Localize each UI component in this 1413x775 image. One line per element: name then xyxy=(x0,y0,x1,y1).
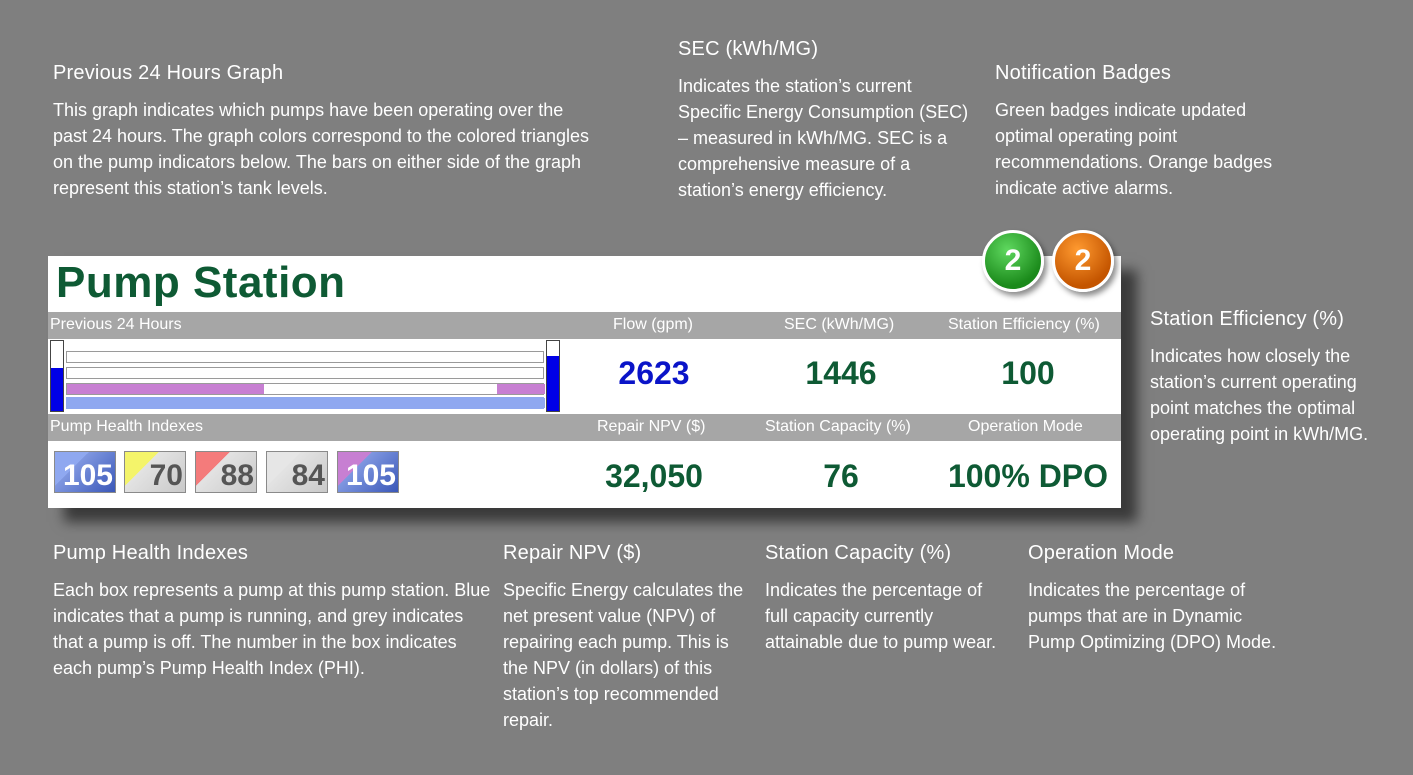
alarm-badge-count: 2 xyxy=(1074,244,1092,277)
pump-health-box[interactable]: 70 xyxy=(124,451,186,493)
pump-health-index: 84 xyxy=(291,459,325,492)
note-badges-text: Green badges indicate updated optimal op… xyxy=(995,100,1273,198)
note-badges-title: Notification Badges xyxy=(995,62,1172,84)
header-flow: Flow (gpm) xyxy=(613,316,694,333)
alarm-badge[interactable]: 2 xyxy=(1052,230,1114,292)
tank-level-left-fill xyxy=(51,367,63,411)
tank-level-right xyxy=(546,340,560,412)
flow-value: 2623 xyxy=(618,355,690,391)
note-sec-title: SEC (kWh/MG) xyxy=(678,38,819,60)
note-capacity: Station Capacity (%) Indicates the perce… xyxy=(765,542,1010,655)
header-pump-health: Pump Health Indexes xyxy=(50,418,203,435)
pump-lane xyxy=(66,367,544,379)
sec-value: 1446 xyxy=(805,355,877,391)
pump-health-box[interactable]: 105 xyxy=(337,451,399,493)
header-capacity: Station Capacity (%) xyxy=(765,418,911,435)
pump-health-box[interactable]: 84 xyxy=(266,451,328,493)
pump-health-box[interactable]: 88 xyxy=(195,451,257,493)
capacity-value: 76 xyxy=(823,458,859,494)
header-row-1: Previous 24 Hours Flow (gpm) SEC (kWh/MG… xyxy=(48,312,1121,339)
note-sec-text: Indicates the station’s current Specific… xyxy=(678,76,969,200)
efficiency-value: 100 xyxy=(1001,355,1055,391)
note-health: Pump Health Indexes Each box represents … xyxy=(53,542,493,681)
operation-mode-value: 100% DPO xyxy=(947,458,1109,494)
repair-npv-value: 32,050 xyxy=(605,458,703,494)
note-health-text: Each box represents a pump at this pump … xyxy=(53,580,491,678)
note-health-title: Pump Health Indexes xyxy=(53,542,249,564)
note-mode-title: Operation Mode xyxy=(1028,542,1175,564)
pump-health-index: 88 xyxy=(220,459,254,492)
note-capacity-text: Indicates the percentage of full capacit… xyxy=(765,580,997,652)
note-capacity-title: Station Capacity (%) xyxy=(765,542,952,564)
note-graph: Previous 24 Hours Graph This graph indic… xyxy=(53,62,593,201)
pump-run-segment xyxy=(497,384,545,394)
header-row-2: Pump Health Indexes Repair NPV ($) Stati… xyxy=(48,414,1121,441)
note-efficiency-title: Station Efficiency (%) xyxy=(1150,308,1345,330)
recommendation-badge[interactable]: 2 xyxy=(982,230,1044,292)
previous-24-hours-graph xyxy=(50,340,562,412)
pump-health-index: 105 xyxy=(62,459,113,492)
header-previous-24-hours: Previous 24 Hours xyxy=(50,316,182,333)
pump-lane xyxy=(66,383,545,395)
header-efficiency: Station Efficiency (%) xyxy=(948,316,1100,333)
note-npv-text: Specific Energy calculates the net prese… xyxy=(503,580,744,730)
pump-health-index: 105 xyxy=(345,459,396,492)
pump-health-box[interactable]: 105 xyxy=(54,451,116,493)
pump-run-segment xyxy=(67,398,545,408)
pump-lane xyxy=(66,351,544,363)
note-efficiency: Station Efficiency (%) Indicates how clo… xyxy=(1150,308,1400,447)
note-sec: SEC (kWh/MG) Indicates the station’s cur… xyxy=(678,38,973,203)
tank-level-right-fill xyxy=(547,356,559,411)
header-operation-mode: Operation Mode xyxy=(968,418,1083,435)
note-mode-text: Indicates the percentage of pumps that a… xyxy=(1028,580,1277,652)
note-graph-text: This graph indicates which pumps have be… xyxy=(53,100,589,198)
note-badges: Notification Badges Green badges indicat… xyxy=(995,62,1305,201)
pump-lane xyxy=(66,397,545,409)
tank-level-left xyxy=(50,340,64,412)
pump-station-card[interactable]: Pump Station Previous 24 Hours Flow (gpm… xyxy=(48,256,1121,508)
note-efficiency-text: Indicates how closely the station’s curr… xyxy=(1150,346,1369,444)
station-title: Pump Station xyxy=(56,258,346,307)
note-npv: Repair NPV ($) Specific Energy calculate… xyxy=(503,542,753,733)
note-npv-title: Repair NPV ($) xyxy=(503,542,642,564)
pump-health-index: 70 xyxy=(149,459,183,492)
pump-run-segment xyxy=(67,384,264,394)
note-graph-title: Previous 24 Hours Graph xyxy=(53,62,284,84)
note-mode: Operation Mode Indicates the percentage … xyxy=(1028,542,1278,655)
header-repair-npv: Repair NPV ($) xyxy=(597,418,706,435)
header-sec: SEC (kWh/MG) xyxy=(784,316,895,333)
recommendation-badge-count: 2 xyxy=(1004,244,1022,277)
